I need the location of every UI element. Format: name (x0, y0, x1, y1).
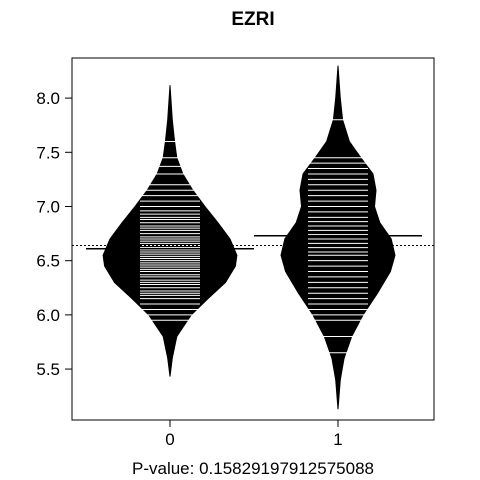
y-tick-label: 5.5 (36, 360, 60, 379)
lines-layer (72, 119, 434, 354)
y-tick-label: 7.5 (36, 143, 60, 162)
x-tick-label: 0 (165, 430, 174, 449)
y-tick-label: 6.5 (36, 252, 60, 271)
x-tick-label: 1 (333, 430, 342, 449)
bean-1 (280, 65, 396, 410)
plot-frame (71, 57, 435, 421)
y-tick-label: 6.0 (36, 306, 60, 325)
x-axis-label: P-value: 0.15829197912575088 (132, 459, 374, 478)
y-tick-label: 7.0 (36, 197, 60, 216)
y-tick-label: 8.0 (36, 89, 60, 108)
y-axis: 5.5 6.0 6.5 7.0 7.5 8.0 (36, 89, 72, 379)
bean-0 (102, 85, 238, 377)
chart-title: EZRI (231, 9, 274, 30)
beans-layer (102, 65, 396, 410)
